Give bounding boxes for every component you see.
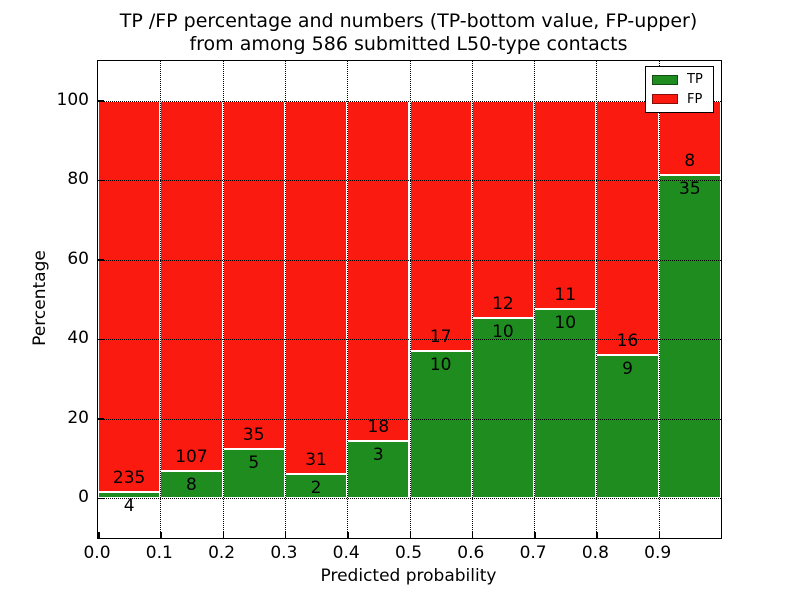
x-tick-mark [347,532,349,538]
legend-entry-tp: TP [652,73,707,86]
y-tick-mark [98,338,104,340]
plot-area: 235 4 107 8 35 5 31 2 18 3 17 10 12 10 11 10 16 9 8 35 [97,60,722,539]
y-tick-label: 20 [67,407,89,428]
fp-bar-segment [347,100,410,442]
tp-bar-segment [658,174,721,499]
tp-count-label: 10 [554,312,577,333]
chart-title-line-1: TP /FP percentage and numbers (TP-bottom… [119,10,698,32]
y-tick-label: 60 [67,248,89,269]
y-tick-mark [98,259,104,261]
x-tick-mark [596,532,598,538]
tp-count-label: 10 [492,321,514,342]
tp-bar-segment [160,470,223,499]
tp-bar-segment [534,308,597,499]
fp-count-label: 31 [305,450,327,471]
x-tick-label: 0.1 [145,543,173,563]
legend-label: FP [687,91,703,107]
fp-bar-segment [409,100,472,352]
x-tick-label: 0.8 [581,543,609,563]
x-gridline [596,61,598,538]
y-tick-mark [98,179,104,181]
x-gridline [409,61,411,538]
x-tick-label: 0.6 [457,543,485,563]
x-tick-mark [658,532,661,538]
x-tick-label: 0.7 [519,543,547,563]
tp-bar-segment [284,474,348,499]
y-tick-label: 40 [67,328,89,349]
x-tick-mark [222,532,225,538]
tp-count-label: 4 [123,495,135,516]
y-gridline [98,100,721,102]
x-gridline [160,61,162,538]
x-tick-mark [284,532,287,538]
fp-count-label: 8 [684,150,696,171]
tp-count-label: 5 [248,452,260,473]
fp-bar-segment [596,100,659,356]
tp-count-label: 2 [310,478,322,499]
legend-entry-fp: FP [652,93,707,106]
fp-bar-segment [222,100,285,449]
fp-bar-segment [534,100,597,309]
legend-label: TP [687,72,703,88]
tp-bar-segment [596,355,659,499]
fp-count-label: 18 [367,417,390,438]
tp-count-label: 10 [429,355,452,376]
y-tick-label: 0 [78,487,89,508]
x-tick-label: 0.5 [394,543,423,563]
fp-legend-swatch [652,94,678,105]
x-gridline [284,61,286,538]
chart-title-line-2: from among 586 submitted L50-type contac… [189,33,628,55]
x-gridline [347,61,349,538]
fp-bar-segment [658,100,721,175]
y-tick-mark [98,497,104,499]
x-tick-mark [98,532,100,538]
y-tick-mark [98,100,104,102]
y-gridline [98,259,721,261]
fp-count-label: 35 [242,424,265,445]
legend: TP FP [645,66,714,113]
y-gridline [98,180,721,182]
x-tick-label: 0.4 [332,543,360,563]
tp-count-label: 35 [679,178,701,199]
x-tick-mark [409,532,411,538]
x-tick-label: 0.3 [270,543,298,563]
y-tick-label: 100 [56,89,89,110]
y-tick-label: 80 [67,169,89,190]
tp-legend-swatch [652,74,678,85]
fp-bar-segment [471,100,535,318]
fp-count-label: 107 [175,446,208,467]
y-gridline [98,498,721,500]
x-gridline [534,61,536,538]
y-gridline [98,418,721,420]
x-tick-mark [534,532,536,538]
fp-count-label: 12 [492,293,514,314]
tp-bar-segment [471,317,535,499]
x-tick-label: 0.0 [83,543,111,563]
tp-count-label: 3 [372,445,384,466]
fp-bar-segment [98,100,161,492]
fp-count-label: 235 [112,467,146,488]
y-tick-mark [98,418,104,420]
x-gridline [222,61,224,538]
fp-count-label: 16 [616,331,639,352]
tp-bar-segment [98,491,161,499]
fp-count-label: 11 [554,284,577,305]
x-axis-label: Predicted probability [320,566,497,586]
chart-title: TP /FP percentage and numbers (TP-bottom… [97,10,720,56]
y-gridline [98,339,721,341]
x-tick-label: 0.2 [208,543,236,563]
fp-bar-segment [284,100,348,475]
x-gridline [471,61,473,538]
x-tick-mark [471,532,474,538]
tp-count-label: 8 [186,474,197,495]
tp-bar-segment [409,351,472,499]
x-gridline [658,61,660,538]
fp-count-label: 17 [429,327,452,348]
x-tick-label: 0.9 [644,543,672,563]
tp-count-label: 9 [622,359,633,380]
x-tick-mark [160,532,162,538]
fp-bar-segment [160,100,223,471]
